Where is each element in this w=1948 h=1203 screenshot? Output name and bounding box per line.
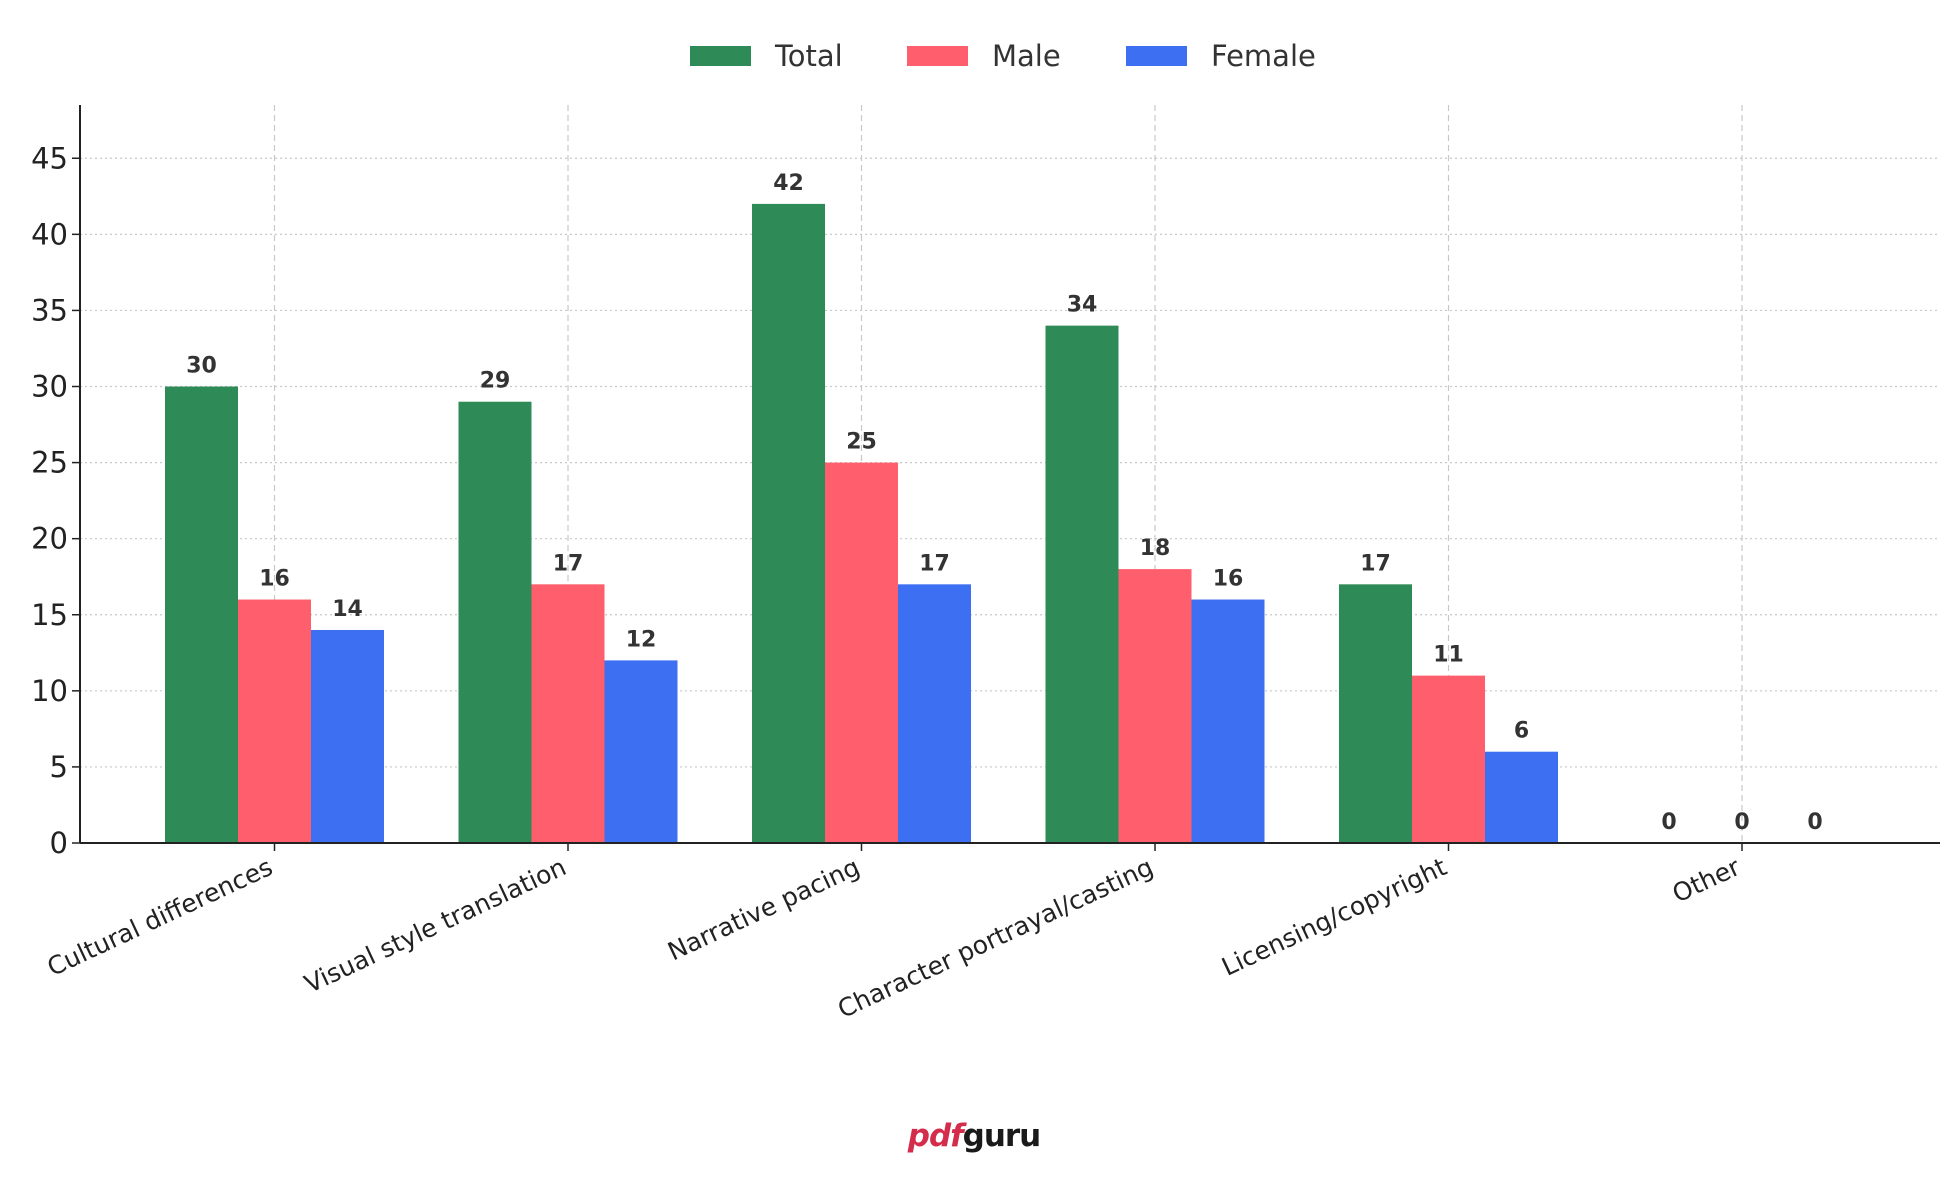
data-label: 12 [626, 627, 657, 652]
axes: 0 5 10 15 20 25 30 35 40 45 Cultural differences Vi… [31, 105, 1940, 1024]
data-label: 16 [1213, 567, 1244, 592]
bar [898, 584, 971, 843]
data-label: 17 [919, 551, 950, 576]
y-tick-label: 0 [50, 826, 68, 860]
data-label: 0 [1734, 810, 1749, 835]
y-tick-label: 10 [31, 674, 68, 708]
legend-label: Female [1211, 39, 1316, 73]
bar [752, 203, 825, 843]
bar [311, 629, 384, 843]
data-label: 11 [1433, 643, 1464, 668]
y-tick-label: 25 [31, 446, 68, 480]
x-tick-label: Visual style translation [300, 852, 570, 999]
bar [1412, 675, 1485, 843]
y-tick-label: 40 [31, 217, 68, 251]
data-label: 14 [332, 597, 363, 622]
y-tick-label: 45 [31, 141, 68, 175]
data-label: 6 [1514, 719, 1529, 744]
legend-swatch [907, 46, 968, 66]
data-label: 16 [259, 567, 290, 592]
bar [531, 584, 605, 843]
bar [458, 401, 532, 843]
bar [1485, 751, 1558, 843]
data-label: 29 [480, 369, 511, 394]
y-tick-label: 15 [31, 598, 68, 632]
y-tick-label: 5 [50, 750, 68, 784]
bars [165, 203, 1558, 843]
x-tick-label: Character portrayal/casting [833, 852, 1157, 1024]
legend-label: Male [992, 39, 1061, 73]
pdfguru-logo: pdfguru [907, 1118, 1041, 1154]
bar [1191, 599, 1265, 843]
x-tick-label: Other [1668, 852, 1745, 909]
legend: Total Male Female [690, 39, 1316, 73]
data-label: 30 [186, 354, 217, 379]
y-tick-label: 35 [31, 293, 68, 327]
legend-swatch [1126, 46, 1187, 66]
data-label: 18 [1140, 536, 1171, 561]
y-tick-label: 20 [31, 522, 68, 556]
data-label: 25 [846, 430, 877, 455]
x-tick-label: Cultural differences [43, 852, 277, 982]
value-labels: 30 16 14 29 17 12 42 25 17 34 18 16 17 11 6 0 0 0 [186, 171, 1822, 835]
data-label: 34 [1067, 293, 1098, 318]
data-label: 17 [553, 551, 584, 576]
bar [165, 386, 238, 843]
legend-label: Total [774, 39, 843, 73]
data-label: 17 [1360, 551, 1391, 576]
x-tick-label: Licensing/copyright [1217, 852, 1451, 982]
data-label: 42 [773, 171, 804, 196]
bar [1045, 325, 1119, 843]
x-tick-label: Narrative pacing [663, 852, 864, 966]
data-label: 0 [1807, 810, 1822, 835]
bar [1118, 569, 1192, 843]
y-tick-label: 30 [31, 370, 68, 404]
bar [1339, 584, 1412, 843]
bar [604, 660, 678, 843]
bar [238, 599, 311, 843]
data-label: 0 [1661, 810, 1676, 835]
bar [825, 462, 898, 843]
legend-swatch [690, 46, 751, 66]
